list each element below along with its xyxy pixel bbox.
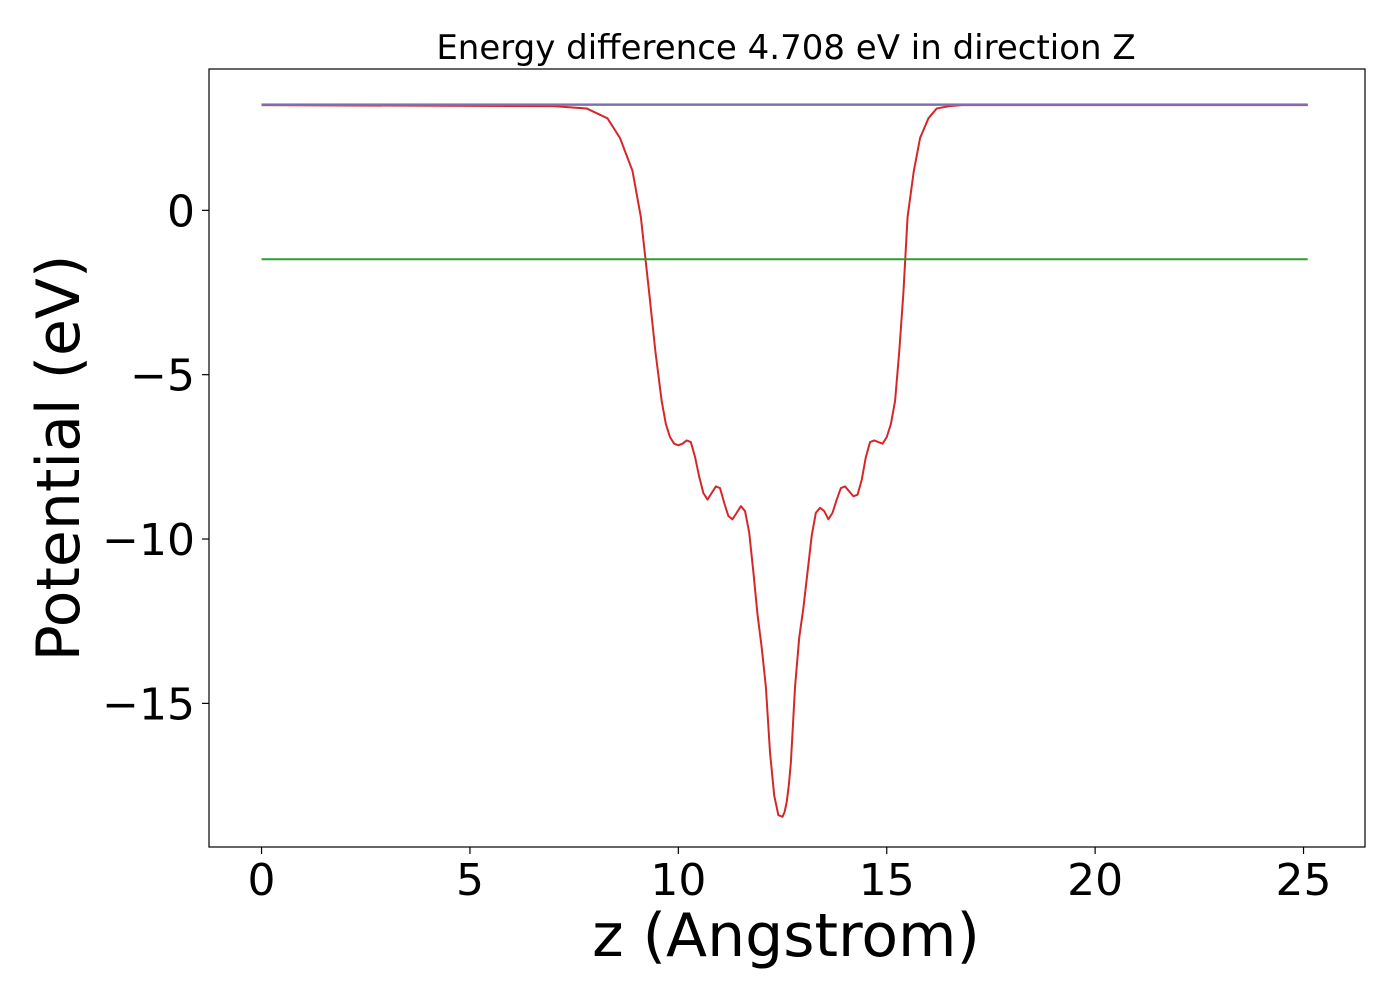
y-tick-label: 0 [167, 186, 195, 237]
x-tick-label: 15 [859, 855, 915, 906]
x-tick-label: 25 [1276, 855, 1332, 906]
plot-area-frame [208, 68, 1366, 848]
x-axis-ticks: 0 5 10 15 20 25 [248, 847, 1332, 906]
x-tick-label: 20 [1067, 855, 1123, 906]
chart-title: Energy difference 4.708 eV in direction … [436, 28, 1135, 68]
series-line-1 [261, 104, 1308, 818]
x-tick-label: 0 [248, 855, 276, 906]
y-tick-label: −10 [102, 515, 195, 566]
y-axis-ticks: 0 −5 −10 −15 [102, 186, 209, 730]
series-layer [261, 103, 1308, 818]
y-tick-label: −5 [130, 351, 195, 402]
x-tick-label: 10 [650, 855, 706, 906]
y-tick-label: −15 [102, 679, 195, 730]
x-axis-label: z (Angstrom) [592, 901, 980, 971]
x-tick-label: 5 [456, 855, 484, 906]
y-axis-label: Potential (eV) [24, 255, 94, 662]
